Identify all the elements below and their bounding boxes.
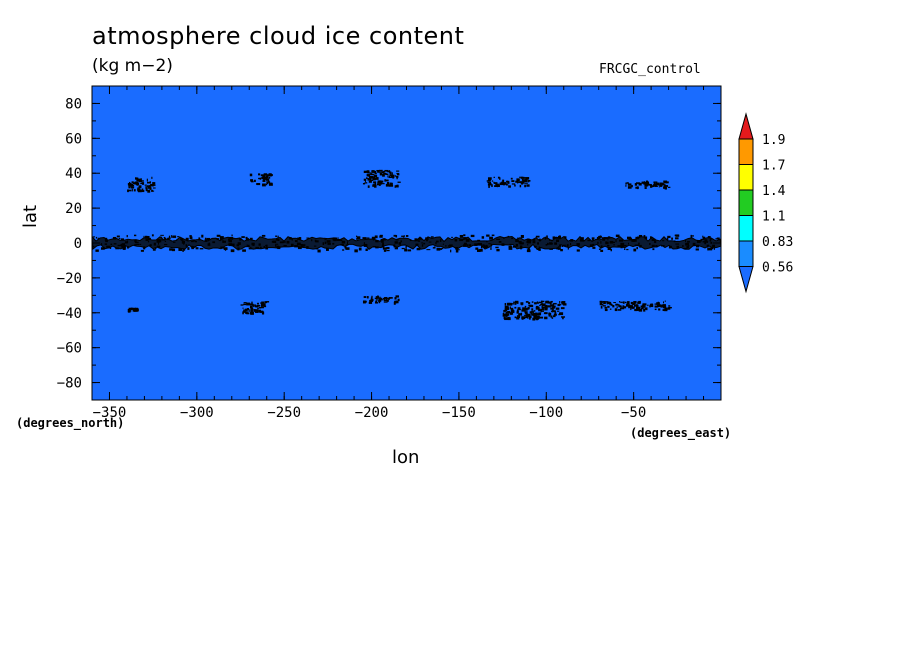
y-tick-label: 40	[65, 166, 82, 182]
y-tick-label: 0	[74, 236, 82, 252]
contour-patch	[502, 300, 567, 321]
contour-patch	[249, 173, 273, 187]
y-tick-label: 20	[65, 201, 82, 217]
x-tick-label: −200	[355, 405, 389, 421]
y-tick-label: 60	[65, 131, 82, 147]
contour-patch	[127, 176, 156, 193]
x-tick-label: −150	[442, 405, 476, 421]
contour-patch	[486, 176, 531, 188]
y-tick-label: −60	[57, 341, 82, 357]
y-tick-label: −40	[57, 306, 82, 322]
contour-patch	[625, 180, 671, 190]
contour-patch	[127, 307, 139, 313]
x-axis-label: lon	[392, 447, 420, 468]
colorbar-level-label: 1.4	[762, 184, 786, 199]
colorbar-segment	[738, 189, 754, 216]
colorbar-level-label: 1.7	[762, 159, 785, 174]
contour-patch	[599, 300, 672, 312]
equatorial-contour-band	[91, 234, 722, 253]
colorbar-segment	[738, 138, 754, 165]
colorbar-level-label: 0.83	[762, 235, 793, 250]
x-tick-label: −350	[93, 405, 127, 421]
y-tick-label: −80	[57, 376, 82, 392]
colorbar-level-label: 1.9	[762, 133, 785, 148]
contour-patch	[362, 169, 401, 188]
colorbar-segment	[738, 164, 754, 191]
colorbar-level-label: 0.56	[762, 261, 793, 276]
colorbar-level-label: 1.1	[762, 210, 785, 225]
colorbar-top-arrow	[738, 112, 754, 140]
y-unit-label: (degrees_north)	[16, 416, 125, 430]
chart-units: (kg m−2)	[92, 56, 173, 76]
colorbar-bottom-arrow	[738, 266, 754, 294]
x-unit-label: (degrees_east)	[630, 426, 732, 440]
contour-patch	[240, 301, 270, 315]
x-tick-label: −250	[267, 405, 301, 421]
x-tick-label: −50	[621, 405, 646, 421]
colorbar-segment	[738, 215, 754, 242]
run-label: FRCGC_control	[599, 62, 701, 77]
x-tick-label: −300	[180, 405, 214, 421]
y-tick-label: 80	[65, 96, 82, 112]
y-tick-label: −20	[57, 271, 82, 287]
x-tick-label: −100	[529, 405, 563, 421]
contour-patch	[362, 295, 400, 305]
colorbar-segment	[738, 240, 754, 267]
chart-title: atmosphere cloud ice content	[92, 22, 465, 50]
